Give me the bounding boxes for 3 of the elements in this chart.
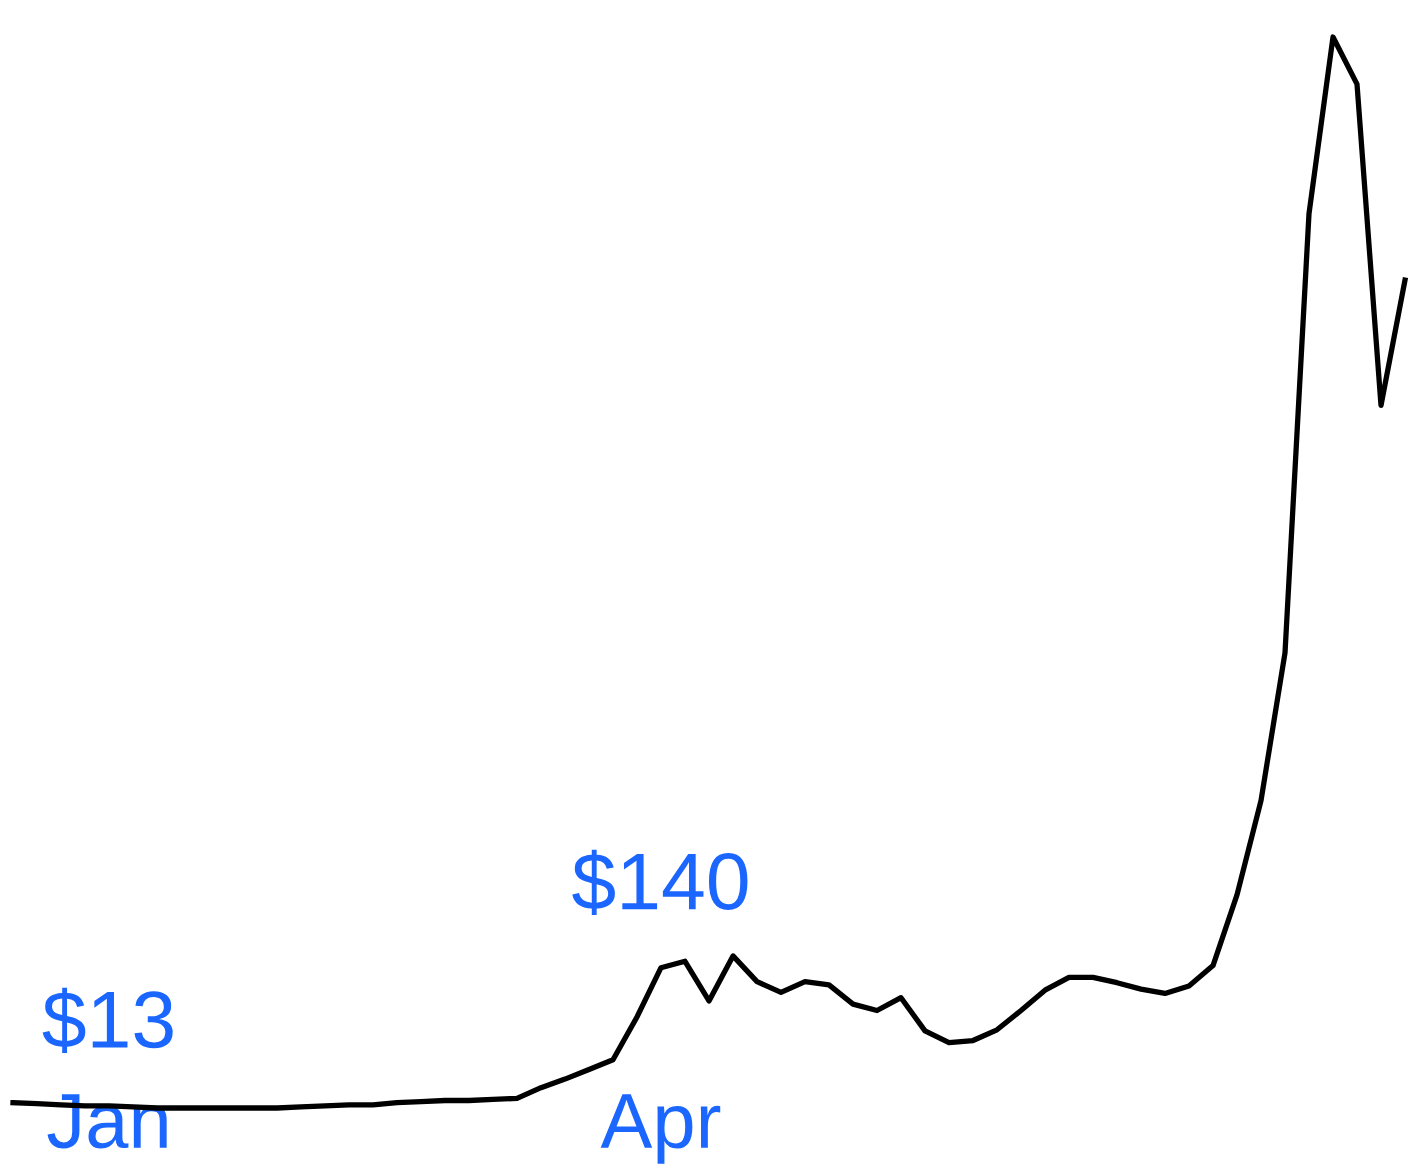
x-tick-label: Apr	[600, 1094, 721, 1164]
annotation: $140	[572, 849, 748, 915]
annotation: $13	[42, 987, 173, 1054]
